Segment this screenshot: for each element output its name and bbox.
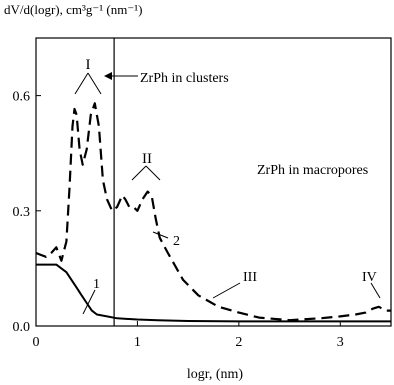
series-layer — [35, 102, 391, 323]
annotation-region-IV: IV — [362, 270, 377, 285]
annotation-peak-I: I — [86, 57, 91, 73]
region-IV-leader — [370, 282, 381, 299]
curve-2-leader — [152, 231, 169, 239]
annotation-curve-1: 1 — [93, 277, 100, 292]
x-tick-label: 1 — [134, 335, 141, 350]
annotation-clusters: ZrPh in clusters — [140, 71, 229, 86]
annotation-leaders — [74, 72, 381, 315]
axis-ticks: 0 1 2 3 0.0 0.3 0.6 — [13, 90, 344, 350]
x-tick-label: 0 — [33, 335, 40, 350]
series-line-2 — [35, 102, 391, 322]
plot-frame — [35, 37, 392, 327]
curve-1-leader — [82, 289, 96, 315]
region-III-leader — [212, 282, 241, 299]
annotation-macropores: ZrPh in macropores — [257, 163, 368, 178]
y-axis-label: dV/d(logr), cm³g⁻¹ (nm⁻¹) — [4, 2, 142, 17]
peak-I-leader-left — [74, 72, 89, 95]
annotation-region-III: III — [243, 270, 257, 285]
y-tick-label: 0.3 — [13, 205, 31, 220]
y-tick-label: 0.6 — [13, 90, 31, 105]
peak-II-leader-left — [131, 165, 147, 181]
x-tick-label: 3 — [337, 335, 344, 350]
peak-II-leader-right — [145, 165, 161, 181]
y-tick-label: 0.0 — [13, 320, 31, 335]
annotation-curve-2: 2 — [173, 234, 180, 249]
series-line-1 — [36, 263, 391, 323]
peak-I-leader-right — [87, 72, 102, 95]
annotation-peak-II: II — [142, 151, 152, 167]
clusters-arrow — [104, 72, 138, 80]
x-tick-label: 2 — [235, 335, 242, 350]
x-axis-label: logr, (nm) — [187, 367, 244, 382]
